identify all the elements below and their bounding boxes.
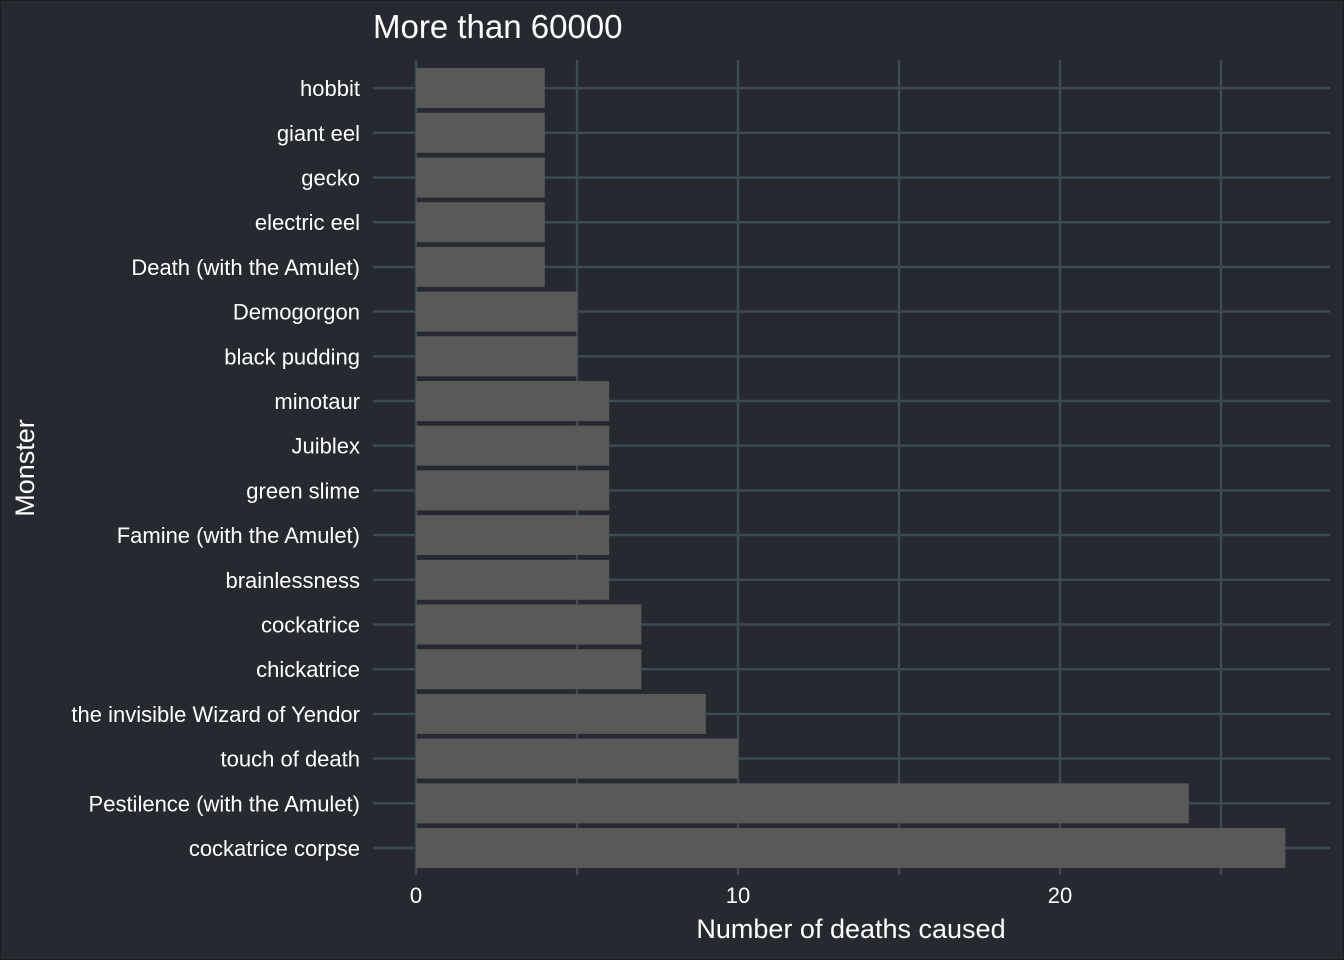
y-tick-label: chickatrice bbox=[256, 657, 360, 682]
y-tick-label: green slime bbox=[246, 478, 360, 503]
bar bbox=[416, 246, 545, 287]
bars bbox=[416, 68, 1286, 868]
x-tick-label: 20 bbox=[1048, 883, 1072, 908]
bar bbox=[416, 112, 545, 153]
y-tick-label: Juiblex bbox=[292, 434, 360, 459]
bar bbox=[416, 291, 577, 332]
y-axis-title: Monster bbox=[10, 419, 40, 517]
bar bbox=[416, 470, 610, 511]
x-tick-labels: 0 10 20 bbox=[410, 883, 1072, 908]
bar bbox=[416, 515, 610, 556]
y-tick-label: gecko bbox=[301, 166, 360, 191]
y-tick-label: the invisible Wizard of Yendor bbox=[71, 702, 360, 727]
x-tick-label: 10 bbox=[726, 883, 750, 908]
y-tick-label: brainlessness bbox=[225, 568, 360, 593]
bar bbox=[416, 559, 610, 600]
bar bbox=[416, 738, 738, 779]
bar bbox=[416, 202, 545, 243]
bar bbox=[416, 649, 642, 690]
bar bbox=[416, 604, 642, 645]
y-tick-label: Famine (with the Amulet) bbox=[117, 523, 360, 548]
bar bbox=[416, 783, 1189, 824]
bar bbox=[416, 336, 577, 377]
bar bbox=[416, 425, 610, 466]
y-tick-label: touch of death bbox=[221, 747, 360, 772]
x-tick-label: 0 bbox=[410, 883, 422, 908]
y-tick-label: Death (with the Amulet) bbox=[131, 255, 360, 280]
y-tick-label: giant eel bbox=[277, 121, 360, 146]
y-tick-label: black pudding bbox=[224, 344, 360, 369]
chart-title: More than 60000 bbox=[373, 8, 623, 45]
y-tick-label: minotaur bbox=[274, 389, 360, 414]
y-tick-label: hobbit bbox=[300, 76, 360, 101]
bar bbox=[416, 828, 1286, 868]
y-tick-label: cockatrice bbox=[261, 613, 360, 638]
y-tick-label: cockatrice corpse bbox=[189, 836, 360, 861]
y-tick-label: Demogorgon bbox=[233, 300, 360, 325]
bar bbox=[416, 381, 610, 421]
bar bbox=[416, 693, 706, 734]
y-tick-label: electric eel bbox=[255, 210, 360, 235]
bar bbox=[416, 68, 545, 109]
y-tick-labels: cockatrice corpse Pestilence (with the Am… bbox=[71, 76, 360, 861]
x-axis-title: Number of deaths caused bbox=[696, 914, 1005, 944]
y-tick-label: Pestilence (with the Amulet) bbox=[89, 791, 360, 816]
bar bbox=[416, 157, 545, 198]
